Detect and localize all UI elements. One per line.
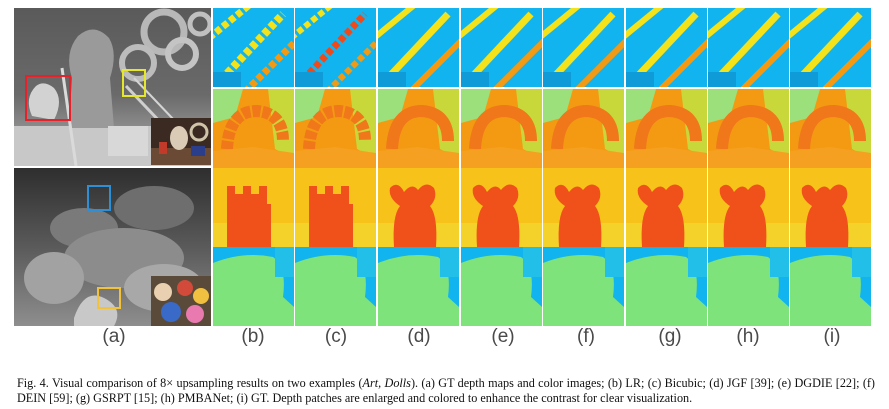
art-red-patch-col-7 xyxy=(708,89,789,168)
art-box-red xyxy=(25,75,71,121)
art-red-patch-col-6 xyxy=(626,89,707,168)
panel-label-c: (c) xyxy=(324,326,348,347)
dolls-orange-patch-col-1 xyxy=(213,247,294,326)
art-yellow-patch-col-1 xyxy=(213,8,294,87)
art-red-patch-col-5 xyxy=(543,89,624,168)
art-red-patch-col-2 xyxy=(295,89,376,168)
dolls-box-blue xyxy=(87,185,111,211)
dolls-orange-patch-col-3 xyxy=(378,247,459,326)
panel-label-e: (e) xyxy=(491,326,515,347)
panel-label-g: (g) xyxy=(658,326,682,347)
dolls-orange-patch-col-5 xyxy=(543,247,624,326)
art-red-patch-col-3 xyxy=(378,89,459,168)
panel-label-a: (a) xyxy=(102,326,126,347)
dolls-orange-patch-col-2 xyxy=(295,247,376,326)
figure-caption: Fig. 4. Visual comparison of 8× upsampli… xyxy=(17,376,875,406)
art-yellow-patch-col-3 xyxy=(378,8,459,87)
dolls-orange-patch-col-8 xyxy=(790,247,871,326)
caption-prefix: Fig. 4. Visual comparison of 8× upsampli… xyxy=(17,376,363,390)
dolls-orange-patch-col-6 xyxy=(626,247,707,326)
dolls-blue-patch-col-5 xyxy=(543,168,624,247)
caption-suffix: ). (a) GT depth maps and color images; (… xyxy=(17,376,875,405)
panel-label-f: (f) xyxy=(577,326,595,347)
art-yellow-patch-col-2 xyxy=(295,8,376,87)
caption-italic: Art, Dolls xyxy=(362,376,411,390)
dolls-orange-patch-col-4 xyxy=(461,247,542,326)
art-color-image xyxy=(151,118,211,165)
art-yellow-patch-col-7 xyxy=(708,8,789,87)
art-red-patch-col-1 xyxy=(213,89,294,168)
art-yellow-patch-col-5 xyxy=(543,8,624,87)
art-red-patch-col-4 xyxy=(461,89,542,168)
dolls-blue-patch-col-3 xyxy=(378,168,459,247)
art-red-patch-col-8 xyxy=(790,89,871,168)
dolls-blue-patch-col-7 xyxy=(708,168,789,247)
art-yellow-patch-col-4 xyxy=(461,8,542,87)
dolls-box-orange xyxy=(97,287,121,309)
panel-label-h: (h) xyxy=(736,326,760,347)
art-yellow-patch-col-8 xyxy=(790,8,871,87)
dolls-blue-patch-col-1 xyxy=(213,168,294,247)
dolls-blue-patch-col-2 xyxy=(295,168,376,247)
art-yellow-patch-col-6 xyxy=(626,8,707,87)
dolls-blue-patch-col-8 xyxy=(790,168,871,247)
panel-label-b: (b) xyxy=(241,326,265,347)
panel-label-i: (i) xyxy=(823,326,841,347)
dolls-blue-patch-col-4 xyxy=(461,168,542,247)
panel-label-d: (d) xyxy=(407,326,431,347)
art-box-yellow xyxy=(122,69,146,97)
dolls-blue-patch-col-6 xyxy=(626,168,707,247)
dolls-orange-patch-col-7 xyxy=(708,247,789,326)
dolls-color-image xyxy=(151,276,211,326)
